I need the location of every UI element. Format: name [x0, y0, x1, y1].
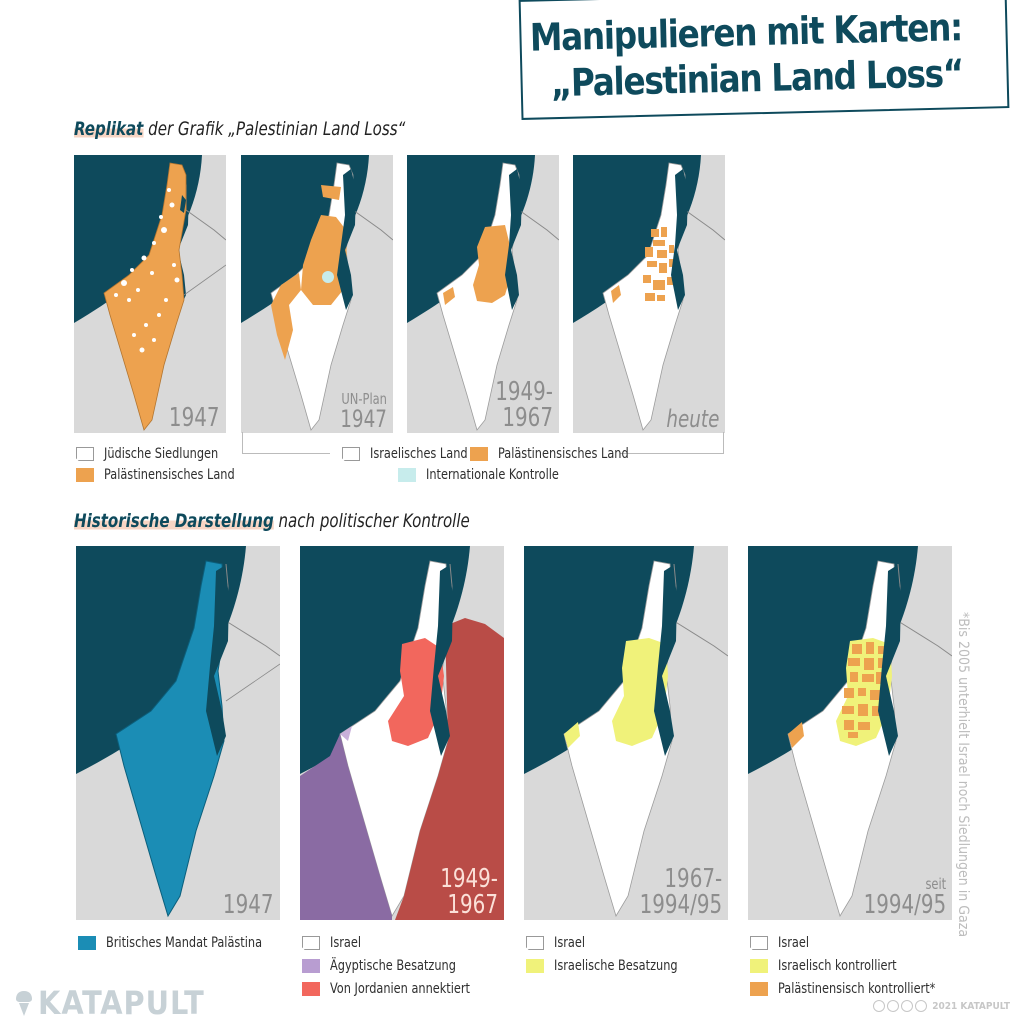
- ice-cream-icon: [16, 991, 32, 1016]
- title-box: Manipulieren mit Karten: „Palestinian La…: [518, 0, 1010, 120]
- legend-swatch: [750, 936, 768, 950]
- legend-item-israeli-occupation: Israelische Besatzung: [526, 958, 691, 974]
- by-icon: [887, 1000, 900, 1012]
- year-label: heute: [666, 407, 719, 431]
- legend-swatch: [78, 936, 96, 950]
- year-label: 1949- 1967: [495, 379, 553, 431]
- section-heading-historical-rest: nach politischer Kontrolle: [273, 510, 470, 532]
- section-heading-historical: Historische Darstellung nach politischer…: [74, 510, 470, 532]
- year-label: seit 1994/95: [863, 875, 946, 920]
- legend-swatch: [470, 447, 488, 461]
- legend-label: Palästinensisches Land: [498, 446, 629, 462]
- legend-label: Israel: [554, 935, 585, 951]
- section-heading-historical-highlight: Historische Darstellung: [74, 510, 274, 532]
- map-panel-top-1949-1967: 1949- 1967: [407, 155, 559, 433]
- year-main: 1949- 1967: [440, 864, 498, 920]
- map-top-1947: [74, 155, 226, 431]
- map-panel-top-1947: 1947: [74, 155, 226, 433]
- year-label: 1949- 1967: [440, 866, 498, 918]
- title-line-2: „Palestinian Land Loss“: [549, 51, 964, 106]
- year-main: 1994/95: [863, 890, 946, 920]
- section-heading-replica: Replikat der Grafik „Palestinian Land Lo…: [74, 118, 405, 140]
- legend-swatch: [76, 468, 94, 482]
- year-main: 1947: [169, 403, 220, 433]
- legend-item-israeli-land: Israelisches Land: [342, 446, 478, 462]
- legend-swatch: [302, 982, 320, 996]
- year-main: heute: [665, 405, 719, 433]
- nc-icon: [901, 1000, 914, 1012]
- legend-label: Internationale Kontrolle: [426, 467, 559, 483]
- section-heading-replica-rest: der Grafik „Palestinian Land Loss“: [143, 118, 406, 140]
- legend-label: Ägyptische Besatzung: [330, 958, 456, 974]
- copyright: 2021 KATAPULT: [873, 1000, 1010, 1012]
- year-main: 1967- 1994/95: [639, 864, 722, 920]
- map-panel-top-heute: heute: [573, 155, 725, 433]
- map-panel-bottom-seit-1994: seit 1994/95: [748, 546, 952, 920]
- year-label: 1947: [223, 892, 274, 918]
- legend-item-british-mandate: Britisches Mandat Palästina: [78, 935, 279, 951]
- legend-item-israel: Israel: [526, 935, 588, 951]
- year-label: 1967- 1994/95: [639, 866, 722, 918]
- year-sublabel: seit: [925, 875, 946, 893]
- legend-label: Israelisches Land: [370, 446, 468, 462]
- year-label: UN-Plan 1947: [340, 390, 387, 433]
- map-panel-bottom-1967-1994: 1967- 1994/95: [524, 546, 728, 920]
- year-main: 1947: [340, 405, 387, 433]
- legend-swatch: [526, 959, 544, 973]
- legend-swatch: [750, 982, 768, 996]
- year-main: 1947: [223, 890, 274, 920]
- map-panel-bottom-1947: 1947: [76, 546, 280, 920]
- cc-icon: [873, 1000, 886, 1012]
- katapult-logo: KATAPULT: [14, 984, 205, 1022]
- legend-item-jewish-settlements: Jüdische Siedlungen: [76, 446, 231, 462]
- map-panel-top-un-plan: UN-Plan 1947: [241, 155, 393, 433]
- nd-icon: [915, 1000, 928, 1012]
- legend-item-egyptian-occupation: Ägyptische Besatzung: [302, 958, 470, 974]
- legend-item-israeli-controlled: Israelisch kontrolliert: [750, 958, 910, 974]
- legend-label: Israelische Besatzung: [554, 958, 678, 974]
- footnote: *Bis 2005 unterhielt Israel noch Siedlun…: [955, 612, 971, 938]
- legend-label: Jüdische Siedlungen: [104, 446, 219, 462]
- legend-item-israel: Israel: [302, 935, 364, 951]
- legend-swatch: [76, 447, 94, 461]
- section-heading-replica-highlight: Replikat: [74, 118, 144, 140]
- jewish-settlement-dots: [114, 188, 180, 353]
- legend-item-palestinian-controlled: Palästinensisch kontrolliert*: [750, 981, 953, 997]
- legend-label: Israelisch kontrolliert: [778, 958, 897, 974]
- legend-label: Palästinensisches Land: [104, 467, 235, 483]
- legend-label: Israel: [330, 935, 361, 951]
- legend-item-palestinian-land-2: Palästinensisches Land: [470, 446, 643, 462]
- legend-swatch: [302, 959, 320, 973]
- legend-swatch: [342, 447, 360, 461]
- legend-item-palestinian-land: Palästinensisches Land: [76, 467, 249, 483]
- copyright-text: 2021 KATAPULT: [932, 1000, 1010, 1012]
- legend-label: Britisches Mandat Palästina: [106, 935, 263, 951]
- legend-swatch: [302, 936, 320, 950]
- legend-swatch: [750, 959, 768, 973]
- legend-label: Israel: [778, 935, 809, 951]
- year-label: 1947: [169, 405, 220, 431]
- year-main: 1949- 1967: [495, 377, 553, 433]
- year-sublabel: UN-Plan: [341, 390, 387, 408]
- legend-swatch: [526, 936, 544, 950]
- legend-swatch: [398, 468, 416, 482]
- legend-item-international-control: Internationale Kontrolle: [398, 467, 574, 483]
- legend-item-israel: Israel: [750, 935, 812, 951]
- map-panel-bottom-1949-1967: 1949- 1967: [300, 546, 504, 920]
- legend-item-jordan-annexed: Von Jordanien annektiert: [302, 981, 486, 997]
- title-line-1: Manipulieren mit Karten:: [528, 5, 962, 60]
- legend-label: Palästinensisch kontrolliert*: [778, 981, 936, 997]
- legend-label: Von Jordanien annektiert: [330, 981, 470, 997]
- logo-text: KATAPULT: [38, 984, 205, 1022]
